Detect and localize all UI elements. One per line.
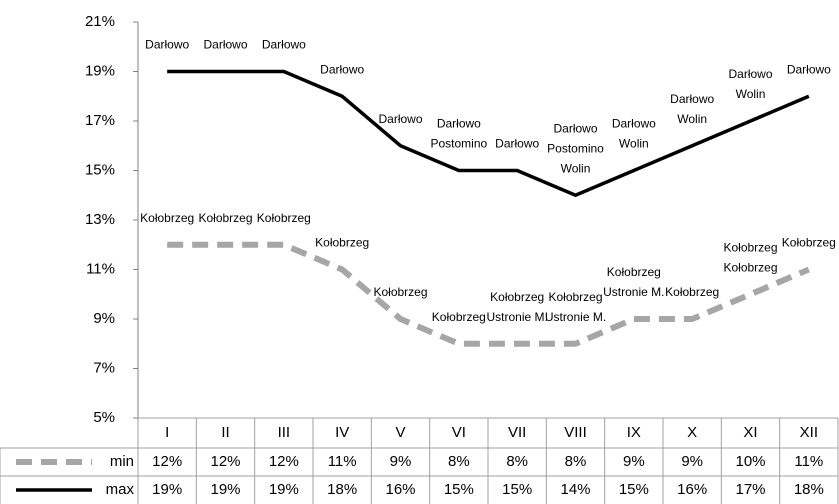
table-cell: 18% [327, 481, 357, 498]
x-tick-label: II [221, 424, 229, 441]
x-tick-label: X [687, 424, 697, 441]
point-label: Darłowo [378, 112, 422, 126]
table-cell: 14% [560, 481, 590, 498]
point-label: Ustronie M. [603, 285, 664, 299]
table-cell: 12% [269, 453, 299, 470]
table-cell: 9% [623, 453, 645, 470]
y-tick-label: 13% [85, 211, 115, 228]
y-tick-label: 7% [93, 359, 115, 376]
point-label: Kołobrzeg [665, 285, 719, 299]
point-label: Ustronie M. [486, 310, 547, 324]
table-cell: 15% [619, 481, 649, 498]
table-cell: 8% [565, 453, 587, 470]
table-cell: 19% [210, 481, 240, 498]
point-label: Kołobrzeg [723, 260, 777, 274]
point-label: Darłowo [262, 38, 306, 52]
x-tick-label: III [278, 424, 291, 441]
x-tick-label: VII [508, 424, 526, 441]
point-label: Kołobrzeg [140, 211, 194, 225]
point-label: Kołobrzeg [315, 236, 369, 250]
point-label: Darłowo [495, 137, 539, 151]
x-tick-label: XII [800, 424, 818, 441]
y-tick-label: 19% [85, 62, 115, 79]
point-label: Kołobrzeg [723, 240, 777, 254]
point-label: Wolin [736, 87, 766, 101]
point-label: Ustronie M. [545, 310, 606, 324]
x-tick-label: I [165, 424, 169, 441]
table-cell: 17% [735, 481, 765, 498]
table-cell: 12% [210, 453, 240, 470]
point-label: Kołobrzeg [432, 310, 486, 324]
x-tick-label: IV [335, 424, 349, 441]
x-tick-label: VI [452, 424, 466, 441]
y-tick-label: 17% [85, 112, 115, 129]
point-label: Kołobrzeg [198, 211, 252, 225]
table-cell: 12% [152, 453, 182, 470]
point-label: Postomino [430, 137, 487, 151]
table-cell: 15% [444, 481, 474, 498]
point-label: Wolin [561, 161, 591, 175]
table-cell: 8% [506, 453, 528, 470]
point-label: Kołobrzeg [782, 236, 836, 250]
table-cell: 9% [681, 453, 703, 470]
point-label: Darłowo [612, 117, 656, 131]
table-cell: 10% [735, 453, 765, 470]
point-label: Kołobrzeg [373, 285, 427, 299]
table-cell: 18% [794, 481, 824, 498]
table-cell: 16% [677, 481, 707, 498]
x-tick-label: VIII [564, 424, 587, 441]
point-label: Kołobrzeg [607, 265, 661, 279]
y-tick-label: 9% [93, 310, 115, 327]
y-tick-label: 15% [85, 161, 115, 178]
point-label: Darłowo [145, 38, 189, 52]
x-tick-label: V [395, 424, 405, 441]
point-label: Kołobrzeg [548, 290, 602, 304]
table-cell: 11% [794, 453, 823, 470]
table-cell: 9% [390, 453, 412, 470]
table-cell: 15% [502, 481, 532, 498]
point-label: Darłowo [728, 67, 772, 81]
legend-label: min [110, 453, 134, 470]
x-tick-label: IX [627, 424, 641, 441]
series-line [167, 69, 810, 198]
series-line [167, 241, 811, 347]
point-label: Darłowo [553, 121, 597, 135]
point-label: Darłowo [670, 92, 714, 106]
point-label: Wolin [677, 112, 707, 126]
point-label: Kołobrzeg [490, 290, 544, 304]
table-cell: 19% [152, 481, 182, 498]
point-label: Darłowo [203, 38, 247, 52]
table-cell: 11% [328, 453, 357, 470]
x-tick-label: XI [743, 424, 757, 441]
table-cell: 16% [385, 481, 415, 498]
point-label: Darłowo [320, 62, 364, 76]
table-cell: 19% [269, 481, 299, 498]
point-label: Darłowo [437, 117, 481, 131]
point-label: Kołobrzeg [257, 211, 311, 225]
table-cell: 8% [448, 453, 470, 470]
y-tick-label: 5% [93, 409, 115, 426]
point-label: Darłowo [787, 62, 831, 76]
legend-label: max [106, 481, 135, 498]
point-label: Wolin [619, 137, 649, 151]
y-tick-label: 21% [85, 13, 115, 30]
y-tick-label: 11% [86, 260, 115, 277]
point-label: Postomino [547, 141, 604, 155]
